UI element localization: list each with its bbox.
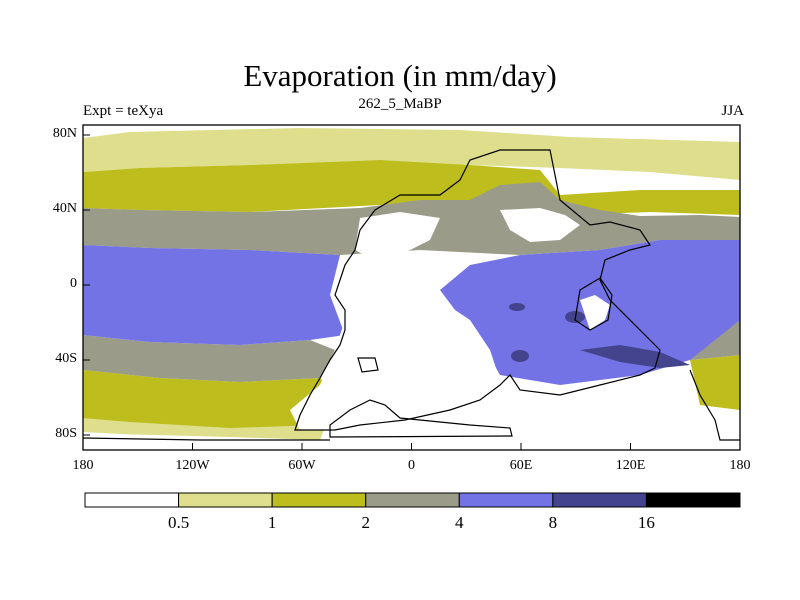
colorbar-level-label: 1 <box>267 513 277 532</box>
coastline-southern-edge <box>82 437 330 441</box>
lon-tick-label: 60W <box>288 458 316 473</box>
lat-tick-label: 0 <box>70 276 77 291</box>
lon-tick-label: 0 <box>408 458 415 473</box>
dry-land-far-south <box>330 425 520 438</box>
coastline-island <box>357 357 379 373</box>
contour-band-1-2 <box>83 160 740 215</box>
lon-tick-label: 180 <box>72 458 94 473</box>
colorbar-level-label: 16 <box>637 513 655 532</box>
dry-land-north <box>355 212 440 258</box>
contour-band-8-16 <box>580 345 690 368</box>
colorbar-swatch <box>458 492 554 508</box>
contour-band-1-2-east <box>690 355 740 410</box>
colorbar-swatch <box>552 492 647 508</box>
colorbar-swatch <box>645 492 741 508</box>
lon-tick-label: 60E <box>509 458 533 473</box>
contour-band-8-16-spot-2 <box>509 303 525 311</box>
coastlines <box>82 149 740 441</box>
coastline-interior-sea <box>574 277 613 331</box>
lat-tick-label: 40S <box>55 351 77 366</box>
coastline-main <box>294 149 661 431</box>
colorbar-swatch <box>178 492 273 508</box>
contour-band-1-2-south <box>83 370 335 428</box>
lat-tick-label: 80S <box>55 426 77 441</box>
contour-band-8-16-spot-3 <box>511 350 529 362</box>
colorbar <box>84 492 741 508</box>
lon-tick-label: 120E <box>615 458 646 473</box>
dry-land-asia <box>500 208 580 242</box>
dry-land-interior <box>580 295 610 330</box>
lat-ticks <box>83 134 90 436</box>
coastline-south <box>329 399 513 438</box>
colorbar-swatch <box>84 492 180 508</box>
season-label: JJA <box>721 103 744 119</box>
colorbar-level-label: 8 <box>548 513 558 532</box>
lon-ticks <box>82 443 741 450</box>
colorbar-level-label: 4 <box>455 513 464 532</box>
colorbar-level-label: 2 <box>361 513 370 532</box>
colorbar-swatch <box>271 492 367 508</box>
map-title: Evaporation (in mm/day) <box>243 58 557 93</box>
experiment-label: Expt = teXya <box>83 103 164 119</box>
contour-fields <box>83 125 740 450</box>
period-label: 262_5_MaBP <box>358 96 442 112</box>
lon-tick-label: 180 <box>729 458 751 473</box>
colorbar-level-label: 0.5 <box>167 513 190 532</box>
dry-land-south <box>290 285 500 430</box>
colorbar-swatch <box>365 492 460 508</box>
contour-band-0.5-1 <box>83 128 740 180</box>
contour-band-4-8 <box>83 245 345 345</box>
lat-tick-label: 80N <box>52 126 77 141</box>
coastline-east-peninsula <box>689 369 740 441</box>
lon-tick-label: 120W <box>175 458 210 473</box>
lat-tick-label: 40N <box>52 201 77 216</box>
contour-band-2-4-south <box>83 335 335 382</box>
